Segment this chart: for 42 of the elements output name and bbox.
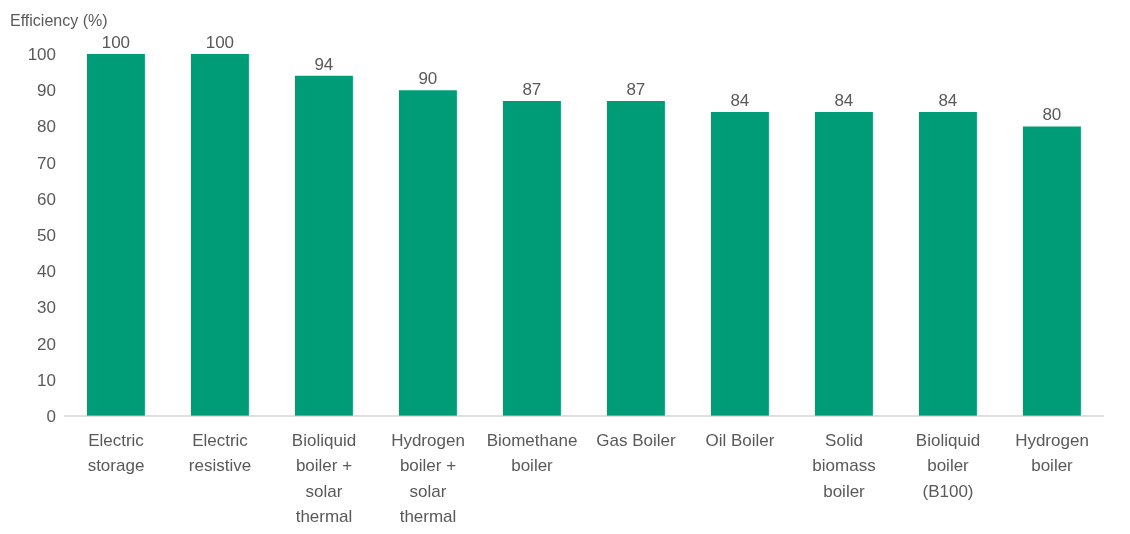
y-tick-label: 70 <box>37 153 56 173</box>
bar <box>190 54 249 416</box>
data-label: 100 <box>101 33 131 52</box>
data-label: 90 <box>418 69 438 89</box>
x-tick-label: Electric storage <box>87 430 145 476</box>
bar <box>86 54 145 416</box>
data-label: 84 <box>938 90 958 110</box>
x-tick-label: Bioliquid boiler (B100) <box>915 430 981 501</box>
y-tick-label: 30 <box>37 298 56 318</box>
bar <box>1022 126 1081 416</box>
y-tick-label: 50 <box>37 226 56 246</box>
bar <box>502 101 561 416</box>
data-label: 84 <box>730 90 750 110</box>
data-label: 100 <box>205 33 235 52</box>
x-tick-label: Biomethane boiler <box>486 430 578 476</box>
x-tick-label: Hydrogen boiler <box>1015 430 1089 476</box>
y-tick-label: 10 <box>37 370 56 390</box>
x-tick-label: Hydrogen boiler + solar thermal <box>391 430 465 527</box>
bar <box>606 101 665 416</box>
y-axis-title: Efficiency (%) <box>10 12 108 30</box>
data-label: 87 <box>626 80 646 100</box>
x-tick-label: Electric resistive <box>188 430 252 476</box>
data-label: 80 <box>1042 105 1062 125</box>
bar <box>294 75 353 416</box>
bar <box>814 111 873 416</box>
x-tick-label: Solid biomass boiler <box>812 430 876 501</box>
bar <box>710 111 769 416</box>
data-label: 84 <box>834 90 854 110</box>
bar <box>918 111 977 416</box>
y-tick-label: 60 <box>37 189 56 209</box>
data-label: 94 <box>314 54 334 74</box>
y-tick-label: 80 <box>37 117 56 137</box>
y-tick-label: 40 <box>37 262 56 282</box>
x-tick-label: Bioliquid boiler + solar thermal <box>291 430 357 527</box>
x-tick-label: Oil Boiler <box>705 430 775 450</box>
x-tick-label: Gas Boiler <box>596 430 677 450</box>
y-tick-label: 0 <box>46 407 56 427</box>
y-tick-label: 90 <box>37 81 56 101</box>
data-label: 87 <box>522 80 542 100</box>
y-tick-label: 20 <box>37 334 56 354</box>
y-tick-label: 100 <box>27 45 56 65</box>
bar <box>398 90 457 416</box>
